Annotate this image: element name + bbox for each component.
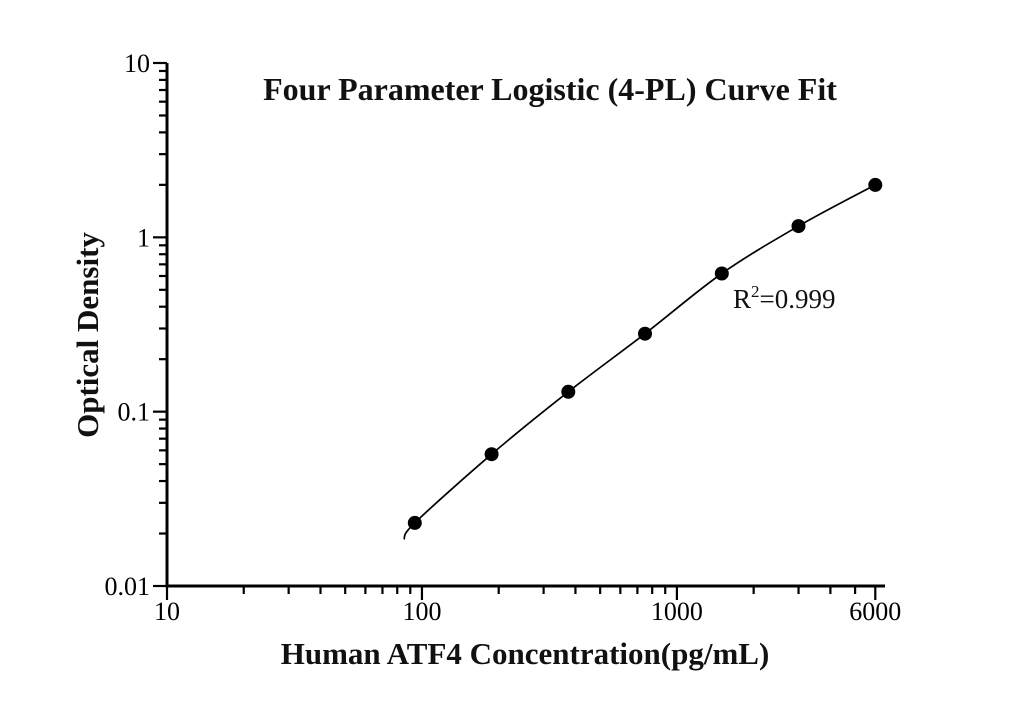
x-tick-label: 100 [402,597,441,626]
y-tick-label: 0.01 [105,572,151,601]
chart-title: Four Parameter Logistic (4-PL) Curve Fit [263,71,837,107]
x-tick-label: 6000 [849,597,901,626]
data-point [561,384,576,399]
data-point [868,177,883,192]
y-axis-label: Optical Density [70,232,105,438]
data-point [638,326,652,341]
data-point [791,219,806,234]
data-point [484,447,499,462]
y-tick-label: 1 [137,223,150,252]
x-tick-label: 1000 [651,597,703,626]
r-squared-value: =0.999 [759,284,836,314]
y-tick-label: 0.1 [118,398,151,427]
x-axis-label: Human ATF4 Concentration(pg/mL) [280,636,770,671]
y-tick-label: 10 [124,49,150,78]
fit-curve [403,184,876,540]
r-squared-exponent: 2 [751,282,760,301]
data-point [714,266,729,281]
r-squared-annotation: R2=0.999 [733,282,836,315]
x-tick-label: 10 [154,597,180,626]
data-point [407,515,422,530]
r-squared-base: R [733,284,752,314]
